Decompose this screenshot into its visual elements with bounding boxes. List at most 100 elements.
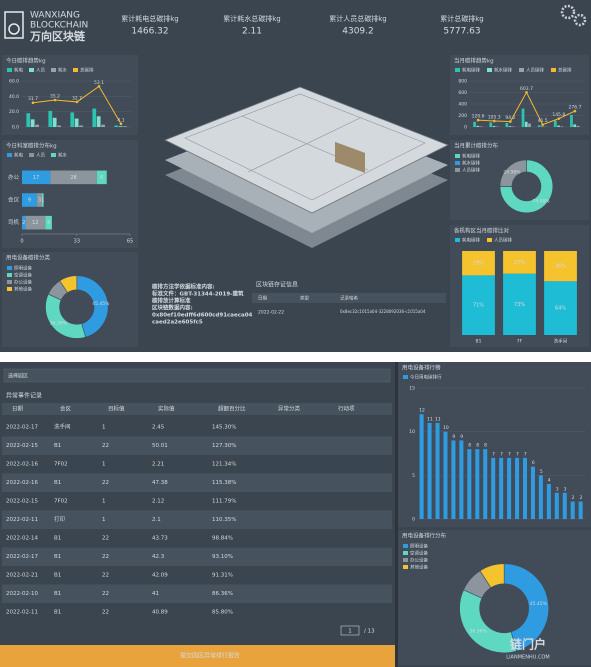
chart-title: 今日科室碳排分布kg: [6, 142, 57, 150]
data-label: 120.6: [472, 114, 485, 120]
data-label: 12: [32, 220, 38, 226]
legend-label: 人员碳排: [462, 167, 480, 174]
logo-text: WANXIANG: [30, 11, 80, 21]
gear[interactable]: [573, 13, 587, 27]
legend-swatch: [551, 68, 556, 72]
bar-segment: [544, 281, 577, 335]
data-label: 5: [540, 469, 543, 475]
stat-value: 1466.32: [131, 27, 168, 37]
legend-label: 人员: [36, 153, 45, 159]
y-tick-label: 10: [409, 429, 415, 435]
data-label: 7: [524, 451, 527, 457]
panel: [450, 55, 589, 135]
y-tick-label: 办公: [8, 173, 20, 181]
bar: [459, 440, 464, 519]
donut-slice: [499, 159, 554, 214]
legend-label: 今日用电碳排行: [410, 374, 442, 381]
table-cell: B1: [54, 610, 61, 616]
bar: [475, 449, 480, 519]
stat-value: 4309.2: [342, 27, 374, 37]
logo-circle: [8, 23, 20, 35]
data-label: 9: [28, 198, 31, 204]
legend-label: 耗电碳排: [462, 153, 480, 160]
bar: [570, 114, 573, 127]
table-cell: 145.30%: [212, 425, 236, 431]
bar: [553, 120, 557, 127]
legend-label: 其他设备: [410, 564, 428, 571]
x-tick-label: B1: [476, 339, 482, 345]
table-cell: 98.84%: [212, 536, 233, 542]
panel: [2, 55, 138, 135]
wall-lines: [247, 117, 361, 173]
data-label: 4.1: [117, 117, 124, 123]
data-label: 7: [500, 451, 503, 457]
legend-swatch: [455, 68, 460, 72]
bar: [560, 126, 564, 127]
data-label: 7: [516, 451, 519, 457]
table-cell: 7F02: [54, 499, 68, 505]
settings-icon[interactable]: [560, 4, 587, 27]
table-cell: 2022-02-17: [6, 425, 38, 431]
chart-title: 各机构区当月碳排比对: [454, 227, 510, 235]
line-point: [525, 90, 528, 94]
table-cell: 42.3: [152, 554, 165, 560]
legend-label: 耗水: [58, 152, 67, 159]
data-label: 53.1: [94, 80, 104, 86]
logo-frame: [4, 11, 24, 39]
table-cell: B1: [54, 536, 61, 542]
x-tick-label: 33: [74, 239, 80, 245]
table-cell: 50.01: [152, 443, 168, 449]
stat-value: 2.11: [242, 27, 262, 37]
logo-text: 万向区块链: [29, 29, 86, 43]
divider: [395, 362, 398, 667]
y-tick-label: 0.0: [12, 125, 19, 131]
column-header: 超额百分比: [218, 405, 246, 413]
data-label: 4: [47, 220, 50, 226]
chart-title: 用电设备排行分布: [402, 532, 447, 540]
table-cell: 1: [102, 462, 106, 468]
bar: [114, 125, 119, 127]
legend-swatch: [29, 153, 34, 157]
legend-swatch: [403, 375, 408, 379]
gear[interactable]: [560, 4, 576, 20]
data-label: 94.2: [505, 115, 515, 121]
bar: [26, 113, 31, 127]
table-row: [2, 510, 392, 529]
data-label: 7: [508, 451, 511, 457]
bar-segment: [462, 275, 495, 335]
table-cell: 22: [102, 610, 109, 616]
chart-title: 今日碳排趋势kg: [6, 57, 46, 65]
data-label: 3: [38, 198, 41, 204]
legend-swatch: [455, 168, 460, 172]
legend-swatch: [487, 238, 492, 242]
page-input[interactable]: [340, 625, 360, 636]
bar: [557, 125, 560, 127]
line-point: [119, 122, 123, 126]
stat-label: 累计耗水总碳排kg: [223, 14, 281, 23]
y-tick-label: 60.0: [9, 79, 19, 85]
data-label: 2: [22, 220, 25, 226]
bar-segment: [41, 193, 44, 207]
stat-label: 累计耗电总碳排kg: [121, 14, 179, 23]
legend-swatch: [7, 273, 12, 277]
data-label: 35.2: [50, 94, 60, 100]
data-label: 3: [556, 486, 559, 492]
legend-swatch: [7, 153, 12, 157]
page-number: 1: [348, 629, 352, 635]
table-cell: 42.09: [152, 573, 168, 579]
info-line: 0x80ef10edff6d600cd91caeca04: [152, 313, 253, 319]
bar: [578, 501, 583, 519]
bar: [505, 122, 509, 127]
legend-label: 办公设备: [410, 557, 428, 564]
legend-label: 办公设备: [14, 279, 32, 286]
report-button[interactable]: [0, 645, 395, 667]
legend-swatch: [7, 280, 12, 284]
y-tick-label: 200: [458, 113, 467, 119]
filter-box[interactable]: [3, 368, 391, 383]
table-cell: 22: [102, 573, 109, 579]
logo-icon: [4, 11, 24, 39]
bar: [74, 118, 79, 127]
legend-label: 总碳排: [80, 67, 94, 74]
legend-swatch: [51, 68, 56, 72]
bar: [573, 124, 577, 127]
